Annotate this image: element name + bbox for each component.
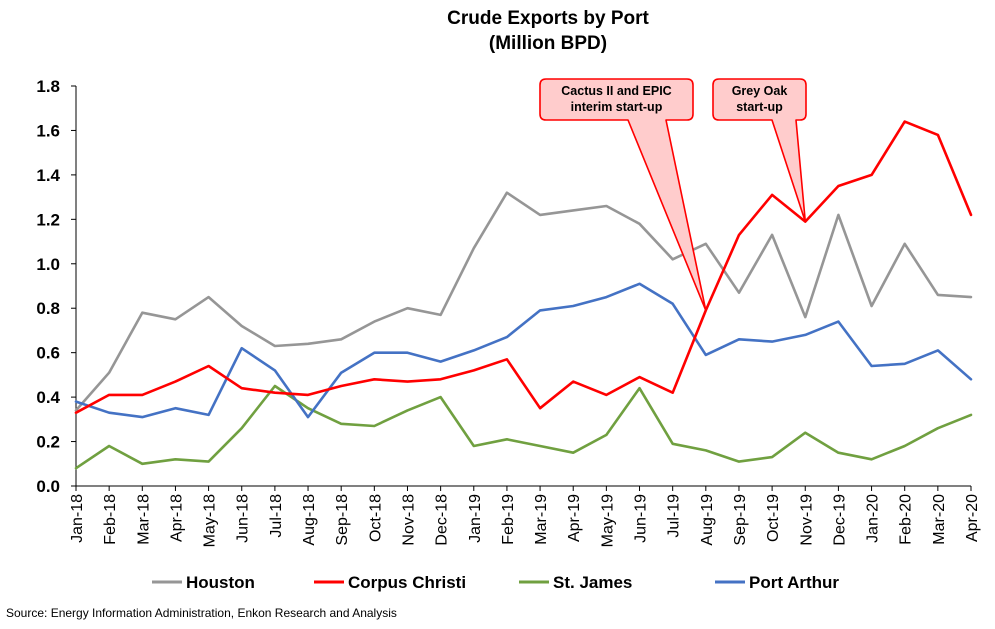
legend-item-port-arthur: Port Arthur	[715, 573, 839, 592]
x-tick-label: Sep-18	[334, 494, 351, 546]
y-tick-label: 0.4	[36, 388, 60, 407]
chart-title: Crude Exports by Port	[447, 8, 649, 29]
x-tick-label: Jul-18	[268, 494, 285, 538]
source-note: Source: Energy Information Administratio…	[6, 606, 397, 620]
callout-shape	[539, 78, 707, 312]
x-tick-label: Oct-19	[765, 494, 782, 542]
x-tick-label: May-19	[599, 494, 616, 547]
series-line-port-arthur	[74, 282, 973, 419]
x-tick-label: Jan-19	[467, 494, 484, 543]
x-tick-label: Feb-18	[102, 494, 119, 545]
y-tick-label: 1.2	[36, 210, 60, 229]
legend-label: Port Arthur	[749, 573, 839, 592]
callout-text: Grey Oak	[732, 84, 788, 98]
x-tick-label: Dec-19	[831, 494, 848, 546]
axes	[75, 86, 971, 487]
x-tick-label: Apr-18	[168, 494, 185, 542]
x-tick-label: Jun-18	[235, 494, 252, 543]
y-tick-label: 1.8	[36, 77, 60, 96]
x-tick-label: Apr-19	[566, 494, 583, 542]
series-line-corpus-christi	[74, 120, 973, 415]
x-tick-label: Aug-19	[699, 494, 716, 546]
x-axis-ticks: Jan-18 Feb-18 Mar-18 Apr-18 May-18 Jun-18 Jul-…	[69, 486, 981, 547]
y-tick-label: 0.8	[36, 299, 60, 318]
series-line-st-james	[74, 384, 973, 470]
chart-subtitle: (Million BPD)	[489, 33, 607, 54]
y-tick-label: 0.2	[36, 433, 60, 452]
y-tick-label: 0.0	[36, 477, 60, 496]
y-tick-label: 1.0	[36, 255, 60, 274]
annotations: Cactus II and EPIC interim start-up Grey O…	[539, 78, 807, 312]
x-tick-label: Feb-19	[500, 494, 517, 545]
legend-label: Corpus Christi	[348, 573, 466, 592]
callout-text: interim start-up	[571, 100, 663, 114]
x-tick-label: Jan-18	[69, 494, 86, 543]
x-tick-label: Jul-19	[666, 494, 683, 538]
x-tick-label: Sep-19	[732, 494, 749, 546]
x-tick-label: Mar-18	[135, 494, 152, 545]
legend-item-houston: Houston	[152, 573, 255, 592]
y-axis-ticks: 0.0 0.2 0.4 0.6 0.8 1.0 1.2 1.4 1.6 1.8	[36, 77, 76, 496]
legend-label: Houston	[186, 573, 255, 592]
legend-label: St. James	[553, 573, 632, 592]
legend: Houston Corpus Christi St. James Port Arthu…	[152, 573, 839, 592]
y-tick-label: 1.4	[36, 166, 60, 185]
x-tick-label: Feb-20	[898, 494, 915, 545]
x-tick-label: Nov-19	[798, 494, 815, 546]
callout-text: start-up	[736, 100, 783, 114]
legend-item-corpus-christi: Corpus Christi	[314, 573, 466, 592]
x-tick-label: Oct-18	[367, 494, 384, 542]
series-layer	[74, 120, 973, 470]
x-tick-label: Apr-20	[964, 494, 981, 542]
callout-text: Cactus II and EPIC	[561, 84, 671, 98]
x-tick-label: Mar-19	[533, 494, 550, 545]
series-line-houston	[74, 191, 973, 412]
x-tick-label: Dec-18	[434, 494, 451, 546]
legend-item-st-james: St. James	[519, 573, 632, 592]
y-tick-label: 0.6	[36, 344, 60, 363]
callout-1: Cactus II and EPIC interim start-up	[539, 78, 707, 312]
x-tick-label: Aug-18	[301, 494, 318, 546]
callout-2: Grey Oak start-up	[712, 78, 807, 223]
x-tick-label: Mar-20	[931, 494, 948, 545]
x-tick-label: Jun-19	[633, 494, 650, 543]
x-tick-label: Nov-18	[400, 494, 417, 546]
callout-shape	[712, 78, 807, 223]
x-tick-label: May-18	[202, 494, 219, 547]
y-tick-label: 1.6	[36, 121, 60, 140]
x-tick-label: Jan-20	[865, 494, 882, 543]
